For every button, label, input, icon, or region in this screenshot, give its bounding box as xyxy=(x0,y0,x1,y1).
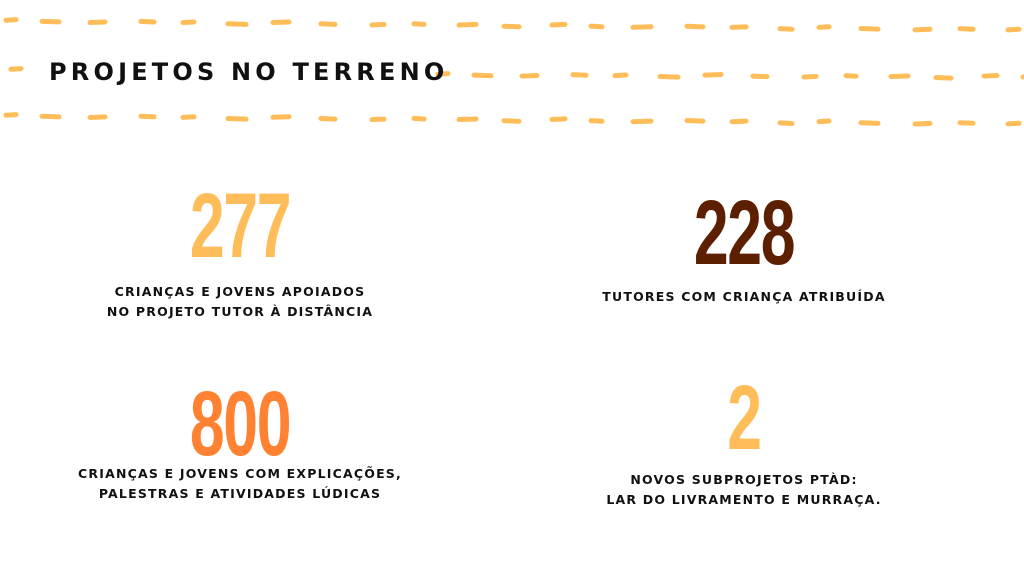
stat-label: NOVOS SUBPROJETOS PTÀD: xyxy=(630,472,858,487)
dash-mark xyxy=(435,71,451,77)
dash-mark xyxy=(801,73,819,80)
dash-mark xyxy=(369,21,387,28)
dash-mark xyxy=(981,72,1000,79)
dash-mark xyxy=(588,118,605,124)
dash-mark xyxy=(180,114,197,120)
stat-value: 800 xyxy=(189,373,292,475)
dash-mark xyxy=(750,73,770,80)
dash-mark xyxy=(471,72,494,79)
stat-value: 228 xyxy=(693,182,796,284)
dash-mark xyxy=(843,73,859,79)
dash-mark xyxy=(888,73,911,80)
dash-mark xyxy=(138,113,157,120)
stat-tutors: 228 TUTORES COM CRIANÇA ATRIBUÍDA xyxy=(514,187,974,307)
stat-children-activities: 800 CRIANÇAS E JOVENS COM EXPLICAÇÕES, P… xyxy=(10,378,470,504)
dash-mark xyxy=(138,18,157,25)
dash-mark xyxy=(549,116,568,122)
dash-mark xyxy=(501,118,522,124)
dash-mark xyxy=(957,26,976,32)
dash-mark xyxy=(39,18,62,25)
dash-mark xyxy=(87,114,108,120)
dash-mark xyxy=(777,26,795,32)
dash-mark xyxy=(318,115,338,122)
dash-mark xyxy=(180,19,197,26)
dash-mark xyxy=(702,72,724,78)
dash-mark xyxy=(270,114,292,120)
dash-mark xyxy=(816,24,832,30)
dash-mark xyxy=(1005,26,1022,33)
dash-mark xyxy=(456,116,479,123)
dash-mark xyxy=(729,24,749,30)
dash-mark xyxy=(588,23,605,30)
dash-mark xyxy=(270,19,292,26)
dash-mark xyxy=(87,19,108,26)
dash-mark xyxy=(570,72,589,78)
dash-mark xyxy=(858,26,881,32)
stat-label: CRIANÇAS E JOVENS COM EXPLICAÇÕES, xyxy=(78,466,402,481)
dash-mark xyxy=(3,112,19,118)
dash-mark xyxy=(3,17,19,23)
stat-label: NO PROJETO TUTOR À DISTÂNCIA xyxy=(106,304,374,319)
dash-mark xyxy=(912,26,933,33)
dash-mark xyxy=(411,21,427,27)
dash-mark xyxy=(225,21,249,27)
dash-mark xyxy=(612,72,629,79)
dash-mark xyxy=(912,120,933,127)
stat-children-supported: 277 CRIANÇAS E JOVENS APOIADOS NO PROJET… xyxy=(10,180,470,322)
dash-mark xyxy=(657,74,681,80)
dash-mark xyxy=(630,24,654,30)
dash-mark xyxy=(933,74,954,81)
dash-mark xyxy=(519,72,540,79)
dash-mark xyxy=(858,120,881,126)
dash-mark xyxy=(630,118,654,125)
dash-mark xyxy=(549,21,568,28)
stat-label: TUTORES COM CRIANÇA ATRIBUÍDA xyxy=(602,289,886,304)
dash-mark xyxy=(411,115,427,122)
dash-mark xyxy=(8,66,24,72)
dash-mark xyxy=(39,113,62,120)
stat-label: CRIANÇAS E JOVENS APOIADOS xyxy=(114,284,366,299)
dash-mark xyxy=(1005,120,1022,127)
stat-label: PALESTRAS E ATIVIDADES LÚDICAS xyxy=(98,486,382,501)
dash-mark xyxy=(816,118,832,125)
page-title: PROJETOS NO TERRENO xyxy=(49,58,449,86)
stat-value: 2 xyxy=(727,367,762,469)
dash-mark xyxy=(369,116,387,123)
dash-mark xyxy=(684,23,706,30)
stat-label: LAR DO LIVRAMENTO E MURRAÇA. xyxy=(606,492,882,507)
dash-mark xyxy=(456,21,479,28)
stat-subprojects: 2 NOVOS SUBPROJETOS PTÀD: LAR DO LIVRAME… xyxy=(514,372,974,510)
dash-mark xyxy=(777,120,795,126)
dash-mark xyxy=(225,116,249,122)
dash-mark xyxy=(684,118,706,124)
dash-mark xyxy=(318,21,338,27)
stat-value: 277 xyxy=(189,175,292,277)
dash-mark xyxy=(729,118,749,125)
dash-mark xyxy=(501,23,522,30)
dash-mark xyxy=(957,120,976,126)
decorative-dashed-lines xyxy=(3,17,1024,127)
